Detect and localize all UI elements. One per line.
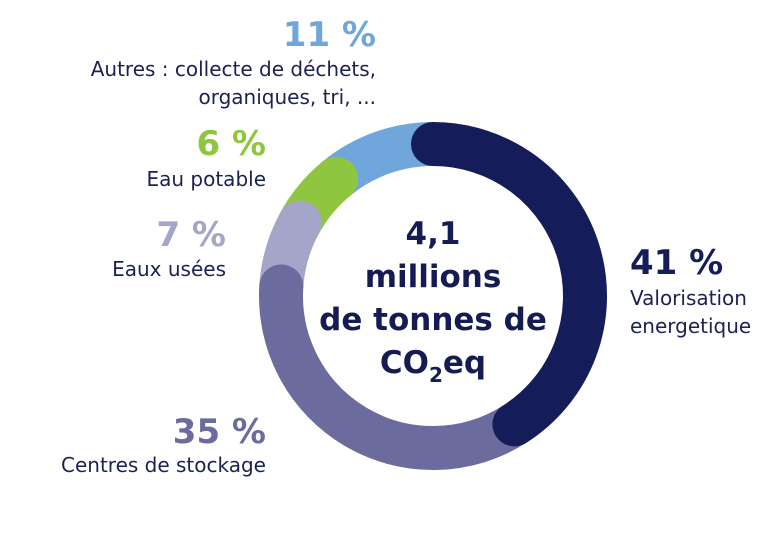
slice-label-line: Autres : collecte de déchets, xyxy=(91,57,376,81)
slice-percent-valorisation: 41 % xyxy=(630,243,723,283)
slice-label-eaux-usees: 7 % Eaux usées xyxy=(112,215,226,281)
center-label: 4,1 millions de tonnes de CO2eq xyxy=(319,216,547,387)
slice-percent-stockage: 35 % xyxy=(173,412,266,452)
slice-label-line: Centres de stockage xyxy=(61,453,266,477)
slice-percent-eau-potable: 6 % xyxy=(196,124,266,164)
slice-label-line: energetique xyxy=(630,314,751,338)
slice-label-line: Valorisation xyxy=(630,286,747,310)
slice-label-line: organiques, tri, ... xyxy=(198,85,376,109)
slice-label-line: Eau potable xyxy=(146,167,266,191)
slice-label-stockage: 35 % Centres de stockage xyxy=(61,412,266,477)
center-line-4: CO2eq xyxy=(380,345,486,387)
slice-percent-eaux-usees: 7 % xyxy=(156,215,226,255)
slice-label-valorisation: 41 % Valorisation energetique xyxy=(630,243,751,338)
donut-ring xyxy=(259,122,607,470)
slice-label-line: Eaux usées xyxy=(112,257,226,281)
slice-stockage xyxy=(259,264,537,470)
center-eq: eq xyxy=(443,345,486,381)
center-line-1: 4,1 xyxy=(406,216,461,252)
slice-label-eau-potable: 6 % Eau potable xyxy=(146,124,266,191)
slice-label-autres: 11 % Autres : collecte de déchets, organ… xyxy=(91,15,376,109)
center-line-2: millions xyxy=(365,259,502,295)
center-line-3: de tonnes de xyxy=(319,302,547,338)
center-co: CO xyxy=(380,345,429,381)
slice-valorisation xyxy=(411,122,607,447)
slice-percent-autres: 11 % xyxy=(283,15,376,55)
center-subscript: 2 xyxy=(429,363,443,387)
